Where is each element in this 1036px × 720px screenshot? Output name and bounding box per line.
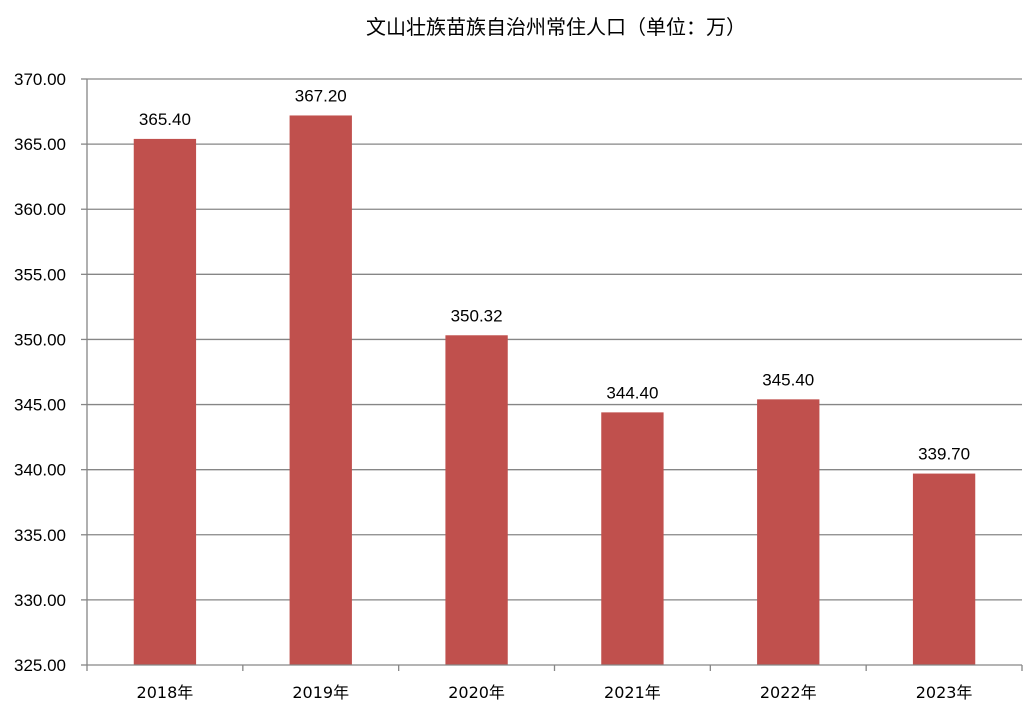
data-label: 345.40	[762, 370, 814, 389]
bar	[757, 399, 820, 665]
y-tick-label: 325.00	[14, 656, 66, 675]
x-tick-label: 2021年	[604, 683, 661, 702]
data-label: 350.32	[451, 306, 503, 325]
axes	[86, 79, 1022, 666]
x-tick-label: 2018年	[137, 683, 194, 702]
chart-title: 文山壮族苗族自治州常住人口（单位：万）	[366, 15, 746, 39]
x-tick-label: 2019年	[292, 683, 349, 702]
y-tick-label: 335.00	[14, 526, 66, 545]
y-tick-label: 360.00	[14, 200, 66, 219]
y-tick-label: 370.00	[14, 70, 66, 89]
data-label: 367.20	[295, 86, 347, 105]
data-label: 365.40	[139, 110, 191, 129]
y-tick-label: 365.00	[14, 135, 66, 154]
x-tick-label: 2023年	[916, 683, 973, 702]
data-labels: 365.40 367.20 350.32 344.40 345.40 339.70	[139, 86, 970, 463]
y-tick-label: 330.00	[14, 591, 66, 610]
bar	[289, 115, 352, 665]
data-label: 339.70	[918, 445, 970, 464]
bar	[445, 335, 508, 665]
bar	[601, 412, 664, 665]
x-axis-ticks: 2018年 2019年 2020年 2021年 2022年 2023年	[86, 665, 1023, 702]
x-tick-label: 2020年	[448, 683, 505, 702]
bar	[133, 138, 197, 665]
bars	[133, 115, 976, 665]
y-tick-label: 345.00	[14, 396, 66, 415]
gridlines	[87, 78, 1022, 601]
y-axis-ticks: 325.00 330.00 335.00 340.00 345.00 350.00 355.…	[14, 70, 87, 675]
y-tick-label: 350.00	[14, 330, 66, 349]
y-tick-label: 340.00	[14, 461, 66, 480]
bar	[912, 473, 976, 665]
y-tick-label: 355.00	[14, 265, 66, 284]
data-label: 344.40	[606, 383, 658, 402]
x-tick-label: 2022年	[760, 683, 817, 702]
